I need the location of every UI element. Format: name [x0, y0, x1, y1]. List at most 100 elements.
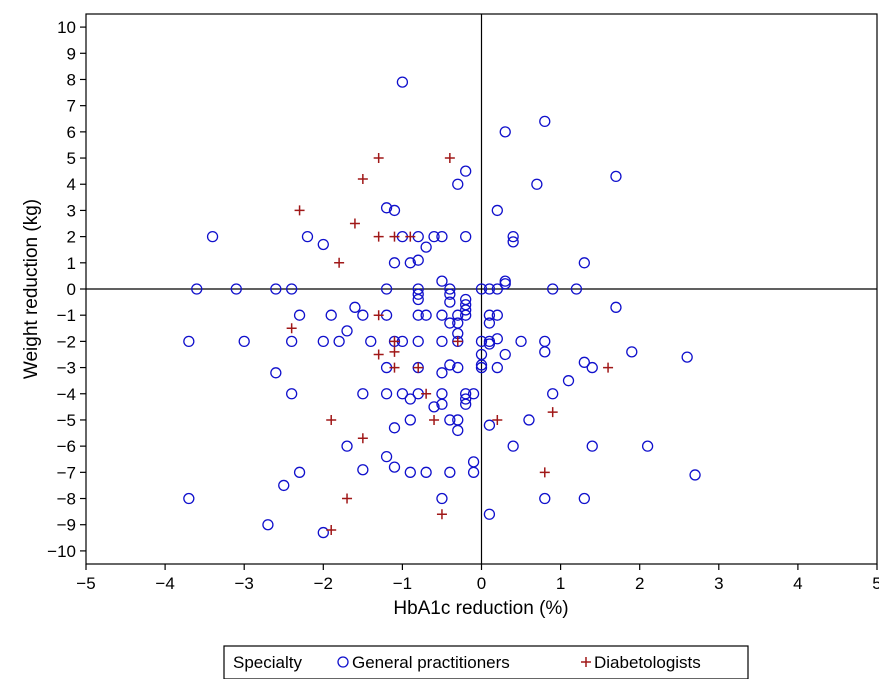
point-general-practitioners — [317, 526, 329, 539]
point-diabetologists — [373, 231, 384, 242]
y-axis-label: Weight reduction (kg) — [21, 199, 42, 379]
point-general-practitioners — [467, 388, 480, 400]
y-tick-label: −2 — [57, 332, 76, 351]
point-general-practitioners — [286, 335, 298, 348]
point-general-practitioners — [436, 309, 448, 321]
point-general-practitioners — [539, 346, 551, 358]
point-diabetologists — [444, 153, 455, 164]
legend-title: Specialty — [233, 653, 302, 672]
y-tick-label: −6 — [57, 437, 76, 456]
point-general-practitioners — [610, 170, 622, 183]
point-diabetologists — [492, 414, 503, 425]
point-general-practitioners — [436, 398, 448, 410]
point-general-practitioners — [515, 335, 527, 348]
point-general-practitioners — [388, 422, 401, 434]
point-general-practitioners — [475, 335, 488, 348]
point-general-practitioners — [475, 361, 488, 374]
legend-marker-general-practitioners — [337, 656, 349, 668]
point-general-practitioners — [460, 165, 472, 177]
point-general-practitioners — [388, 257, 401, 269]
point-general-practitioners — [475, 283, 488, 295]
point-general-practitioners — [491, 361, 503, 374]
point-general-practitioners — [270, 283, 282, 295]
point-diabetologists — [539, 467, 550, 478]
point-diabetologists — [436, 509, 447, 520]
point-general-practitioners — [396, 388, 409, 400]
y-tick-label: 3 — [67, 201, 76, 220]
y-tick-label: 6 — [67, 123, 76, 142]
point-diabetologists — [349, 218, 360, 229]
point-general-practitioners — [452, 309, 464, 321]
point-general-practitioners — [380, 283, 393, 295]
point-general-practitioners — [570, 283, 583, 295]
point-general-practitioners — [539, 335, 551, 348]
point-general-practitioners — [262, 519, 274, 531]
point-general-practitioners — [191, 283, 203, 295]
y-tick-label: −10 — [47, 542, 76, 561]
point-general-practitioners — [380, 450, 393, 463]
legend: Specialty General practitioners Diabetol… — [223, 645, 749, 679]
point-general-practitioners — [547, 283, 559, 295]
point-diabetologists — [342, 493, 353, 504]
point-diabetologists — [547, 407, 558, 418]
point-diabetologists — [452, 336, 463, 347]
point-general-practitioners — [507, 236, 519, 248]
point-diabetologists — [326, 524, 337, 535]
point-general-practitioners — [428, 401, 440, 413]
point-general-practitioners — [444, 283, 456, 295]
point-general-practitioners — [483, 508, 496, 520]
legend-label-general-practitioners: General practitioners — [352, 653, 510, 672]
point-general-practitioners — [444, 288, 456, 300]
point-general-practitioners — [483, 338, 496, 350]
point-general-practitioners — [183, 492, 195, 505]
y-tick-label: 0 — [67, 280, 76, 299]
x-tick-label: −3 — [235, 574, 254, 593]
x-tick-label: 5 — [872, 574, 879, 593]
legend-box — [223, 645, 749, 679]
point-diabetologists — [286, 323, 297, 334]
point-general-practitioners — [483, 317, 496, 329]
point-diabetologists — [294, 205, 305, 216]
point-general-practitioners — [412, 335, 424, 348]
point-general-practitioners — [586, 361, 598, 374]
point-diabetologists — [421, 388, 432, 399]
x-tick-label: −1 — [393, 574, 412, 593]
x-tick-label: −4 — [155, 574, 174, 593]
point-general-practitioners — [499, 278, 511, 290]
y-tick-label: −8 — [57, 490, 76, 509]
y-tick-label: −1 — [57, 306, 76, 325]
point-general-practitioners — [467, 466, 480, 478]
y-tick-label: −9 — [57, 516, 76, 535]
point-general-practitioners — [404, 257, 416, 269]
point-general-practitioners — [491, 333, 503, 345]
point-general-practitioners — [436, 388, 448, 400]
y-tick-label: 9 — [67, 44, 76, 63]
point-general-practitioners — [325, 309, 337, 321]
y-tick-label: 1 — [67, 254, 76, 273]
reference-lines — [86, 14, 877, 564]
point-general-practitioners — [436, 335, 448, 348]
point-diabetologists — [373, 349, 384, 360]
point-general-practitioners — [507, 230, 519, 243]
point-general-practitioners — [491, 204, 503, 217]
point-general-practitioners — [404, 414, 416, 426]
point-general-practitioners — [578, 257, 590, 269]
point-diabetologists — [357, 433, 368, 444]
point-diabetologists — [603, 362, 614, 373]
point-general-practitioners — [444, 359, 456, 371]
x-tick-label: −2 — [314, 574, 333, 593]
y-tick-label: −3 — [57, 359, 76, 378]
point-general-practitioners — [460, 309, 472, 321]
point-general-practitioners — [460, 398, 472, 410]
point-general-practitioners — [578, 356, 590, 368]
point-diabetologists — [389, 362, 400, 373]
point-general-practitioners — [278, 479, 290, 492]
point-general-practitioners — [293, 466, 306, 478]
legend-label-diabetologists: Diabetologists — [594, 653, 701, 672]
point-general-practitioners — [341, 325, 353, 337]
point-general-practitioners — [452, 178, 464, 190]
point-general-practitioners — [396, 76, 409, 88]
point-general-practitioners — [380, 202, 393, 214]
point-general-practitioners — [444, 466, 456, 478]
point-general-practitioners — [412, 309, 424, 321]
